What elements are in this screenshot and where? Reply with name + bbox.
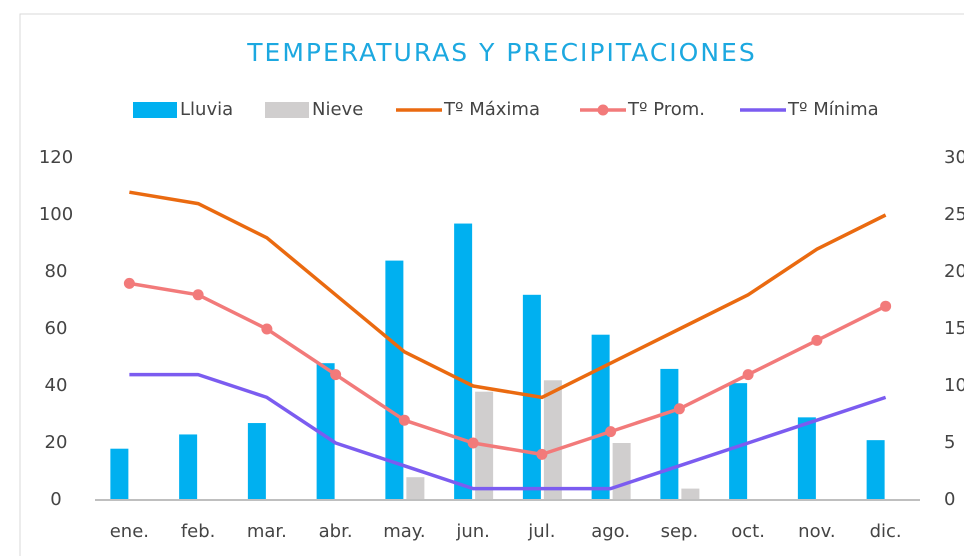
bar <box>316 363 335 500</box>
x-tick-label: may. <box>383 521 425 542</box>
x-tick-label: jul. <box>527 521 555 542</box>
legend-label: Tº Máxima <box>443 99 540 120</box>
legend-label: Nieve <box>312 99 363 120</box>
x-tick-label: oct. <box>731 521 765 542</box>
legend-swatch <box>133 102 177 118</box>
legend-label: Lluvia <box>180 99 233 120</box>
bar <box>612 443 631 500</box>
y2-tick-label: 30 <box>944 147 964 168</box>
bar <box>797 417 816 500</box>
bar <box>591 334 610 500</box>
x-tick-label: mar. <box>247 521 287 542</box>
bar <box>660 368 679 500</box>
y2-tick-label: 20 <box>944 261 964 282</box>
bar <box>110 448 129 500</box>
y2-tick-label: 15 <box>944 318 964 339</box>
y2-tick-label: 10 <box>944 375 964 396</box>
legend-label: Tº Prom. <box>627 99 705 120</box>
x-tick-label: ago. <box>591 521 630 542</box>
x-tick-label: dic. <box>870 521 902 542</box>
x-tick-label: abr. <box>319 521 353 542</box>
y-tick-label: 0 <box>50 489 61 510</box>
y-tick-label: 80 <box>45 261 68 282</box>
line-marker <box>261 323 273 335</box>
x-tick-label: sep. <box>661 521 699 542</box>
legend-marker <box>597 104 609 116</box>
line-marker <box>811 334 823 346</box>
line-marker <box>467 437 479 449</box>
line-marker <box>742 369 754 381</box>
line-marker <box>536 448 548 460</box>
line-series <box>129 281 887 457</box>
x-tick-label: jun. <box>455 521 490 542</box>
y-tick-label: 120 <box>39 147 73 168</box>
bar <box>179 434 198 500</box>
bar <box>385 260 404 500</box>
legend-label: Tº Mínima <box>787 99 879 120</box>
bar <box>406 477 425 500</box>
line-marker <box>398 414 410 426</box>
y-tick-label: 100 <box>39 204 73 225</box>
line-series <box>129 372 887 491</box>
y-tick-label: 40 <box>45 375 68 396</box>
y2-tick-label: 0 <box>944 489 955 510</box>
bar <box>543 380 562 500</box>
bar <box>454 223 473 501</box>
line-marker <box>605 426 617 438</box>
y-tick-label: 60 <box>45 318 68 339</box>
line-marker <box>880 300 892 312</box>
x-tick-label: ene. <box>110 521 149 542</box>
line-marker <box>192 289 204 301</box>
y2-tick-label: 25 <box>944 204 964 225</box>
x-tick-label: feb. <box>181 521 216 542</box>
x-tick-label: nov. <box>798 521 835 542</box>
bar <box>866 440 885 500</box>
line-series <box>129 190 887 400</box>
y2-tick-label: 5 <box>944 432 955 453</box>
bar <box>681 488 700 500</box>
line-marker <box>330 369 342 381</box>
bar <box>247 423 266 500</box>
legend-swatch <box>265 102 309 118</box>
bar <box>729 383 748 500</box>
line-marker <box>673 403 685 415</box>
chart-title: TEMPERATURAS Y PRECIPITACIONES <box>246 38 756 67</box>
line-marker <box>123 277 135 289</box>
y-tick-label: 20 <box>45 432 68 453</box>
